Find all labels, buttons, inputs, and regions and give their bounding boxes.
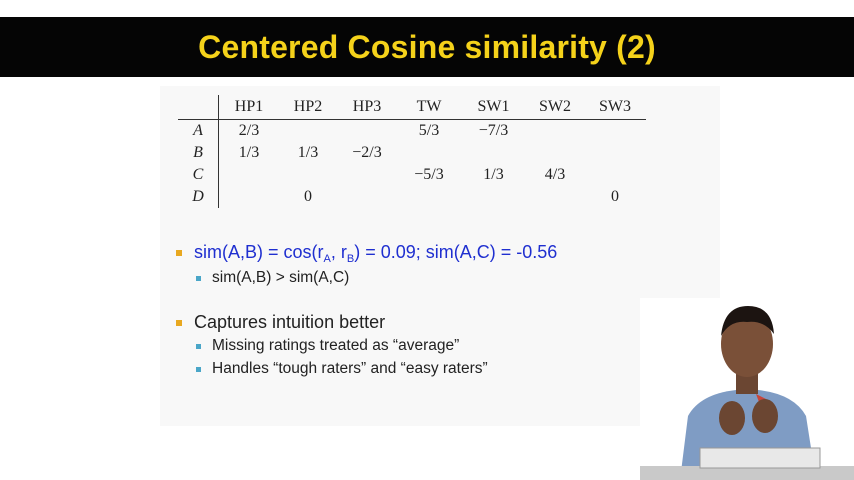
similarity-formula: sim(A,B) = cos(rA, rB) = 0.09; sim(A,C) … [194, 242, 557, 265]
table-cell [397, 186, 461, 208]
table-cell [526, 142, 584, 164]
table-cell [279, 164, 337, 186]
table-cell [219, 186, 280, 208]
table-row: A 2/3 5/3 −7/3 [178, 119, 646, 143]
table-cell [584, 120, 646, 143]
table-row: B 1/3 1/3 −2/3 [178, 142, 646, 164]
sub-bullet-text: Missing ratings treated as “average” [212, 337, 460, 354]
column-header: HP3 [337, 95, 397, 120]
column-header: HP1 [218, 95, 279, 120]
formula-part: sim(A,B) = cos(r [194, 242, 324, 262]
table-cell: −2/3 [352, 144, 382, 161]
table-cell [584, 164, 646, 186]
table-cell: −7/3 [478, 122, 509, 139]
table-cell: 1/3 [238, 144, 260, 161]
table-cell: 1/3 [297, 144, 319, 161]
table-cell [337, 186, 397, 208]
table-cell: 0 [611, 188, 619, 205]
bullet-marker [176, 250, 182, 256]
column-header: SW1 [461, 95, 526, 120]
presenter-hair [721, 306, 774, 336]
presenter-left-hand [719, 401, 745, 435]
formula-part: ) = 0.09; sim(A,C) = -0.56 [354, 242, 558, 262]
table-corner [178, 95, 219, 120]
sub-bullet-text: sim(A,B) > sim(A,C) [212, 269, 350, 286]
table-cell [279, 120, 337, 143]
slide-title: Centered Cosine similarity (2) [198, 29, 656, 65]
column-header: TW [397, 95, 461, 120]
column-header: HP2 [279, 95, 337, 120]
table-cell: −5/3 [414, 166, 444, 183]
row-label: D [178, 186, 219, 208]
table-cell [337, 120, 397, 143]
formula-subscript: B [346, 253, 355, 265]
formula-part: , r [330, 242, 347, 262]
table-row: C −5/3 1/3 4/3 [178, 164, 646, 186]
row-label: B [178, 142, 219, 164]
table-cell: 5/3 [418, 122, 440, 139]
table-cell: 0 [304, 188, 312, 205]
column-header: SW3 [584, 95, 646, 120]
title-bar: Centered Cosine similarity (2) [0, 17, 854, 77]
sub-bullet-marker [196, 367, 201, 372]
table-cell [526, 186, 584, 208]
row-label: C [178, 164, 219, 186]
table-cell [461, 142, 526, 164]
table-cell [397, 142, 461, 164]
presenter-face [721, 311, 773, 377]
column-header: SW2 [526, 95, 584, 120]
presenter-neck [736, 372, 758, 394]
table-cell [526, 120, 584, 143]
table-row: D 0 0 [178, 186, 646, 208]
ratings-table: HP1 HP2 HP3 TW SW1 SW2 SW3 A 2/3 5/3 −7/… [178, 95, 646, 208]
row-label: A [178, 119, 219, 142]
table-cell: 4/3 [544, 166, 566, 183]
desk-edge [640, 466, 854, 480]
bullet-text: Captures intuition better [194, 312, 386, 332]
formula-subscript: A [323, 253, 331, 265]
table-cell [219, 164, 280, 186]
table-cell [337, 164, 397, 186]
table-cell: 1/3 [483, 166, 504, 183]
sub-bullet-marker [196, 276, 201, 281]
sub-bullet-marker [196, 344, 201, 349]
lectern-device [699, 447, 821, 469]
presenter-right-hand [752, 399, 778, 433]
bullet-marker [176, 320, 182, 326]
slide-body [160, 86, 720, 426]
table-cell [461, 186, 526, 208]
presenter-video [640, 298, 854, 480]
table-header-row: HP1 HP2 HP3 TW SW1 SW2 SW3 [178, 95, 646, 120]
table-cell: 2/3 [238, 122, 260, 139]
sub-bullet-text: Handles “tough raters” and “easy raters” [212, 360, 488, 377]
table-cell [584, 142, 646, 164]
